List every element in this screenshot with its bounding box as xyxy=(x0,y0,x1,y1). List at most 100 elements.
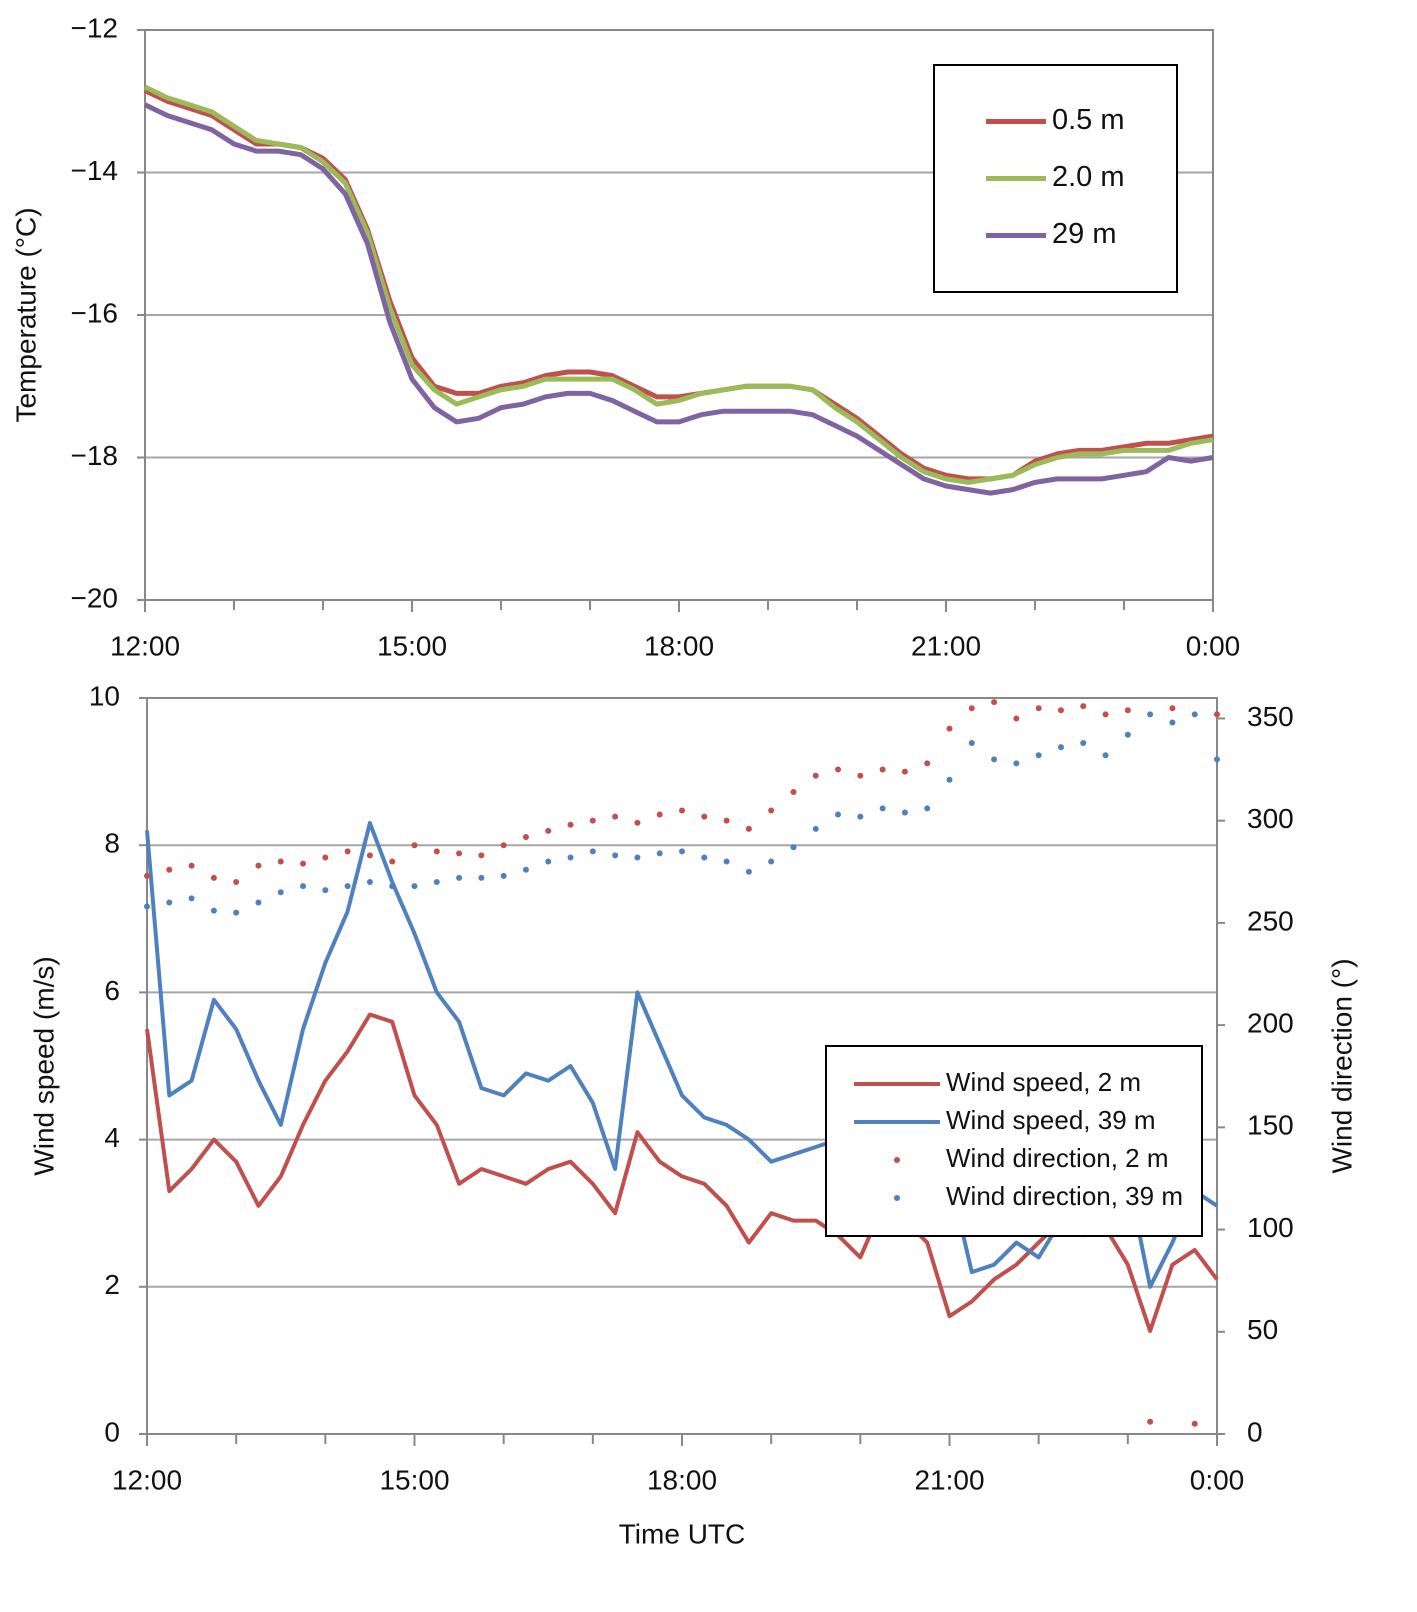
y2-tick-label: 350 xyxy=(1247,701,1294,732)
data-point xyxy=(946,725,953,732)
data-point xyxy=(1124,707,1131,714)
data-point xyxy=(879,766,886,773)
y-axis-label: Temperature (°C) xyxy=(10,207,41,422)
data-line xyxy=(143,102,1214,496)
data-point xyxy=(768,858,775,865)
data-line xyxy=(145,821,1219,1289)
x-tick-label: 18:00 xyxy=(644,630,714,661)
data-point xyxy=(500,842,507,849)
y-tick-label: −14 xyxy=(71,155,119,186)
data-point xyxy=(1013,715,1020,722)
data-point xyxy=(679,848,685,855)
x-axis-label: Time UTC xyxy=(619,1518,746,1549)
y2-axis-label: Wind direction (°) xyxy=(1326,958,1357,1173)
data-point xyxy=(968,739,975,746)
data-point xyxy=(1191,711,1198,718)
data-point xyxy=(522,866,529,873)
legend-label: 2.0 m xyxy=(1052,161,1125,193)
data-point xyxy=(991,756,998,763)
y-tick-label: −16 xyxy=(71,297,119,328)
data-point xyxy=(344,883,351,890)
legend-label: Wind direction, 2 m xyxy=(946,1143,1169,1173)
data-point xyxy=(210,874,217,881)
data-point xyxy=(500,872,507,879)
data-point xyxy=(745,868,752,875)
data-point xyxy=(589,848,596,855)
data-point xyxy=(1169,719,1176,726)
y2-tick-label: 250 xyxy=(1247,905,1294,936)
data-point xyxy=(835,811,842,818)
data-point xyxy=(389,858,396,865)
data-point xyxy=(812,825,819,832)
x-tick-label: 12:00 xyxy=(112,1464,182,1495)
x-tick-label: 21:00 xyxy=(911,630,981,661)
data-point xyxy=(612,813,619,820)
data-point xyxy=(901,809,908,816)
data-point xyxy=(991,699,998,706)
data-point xyxy=(545,827,552,834)
y-tick-label: 2 xyxy=(104,1269,120,1300)
legend-label: 0.5 m xyxy=(1052,104,1125,136)
data-point xyxy=(545,858,552,865)
data-point xyxy=(901,768,908,775)
data-point xyxy=(144,872,150,879)
data-point xyxy=(255,899,262,906)
x-tick-label: 0:00 xyxy=(1186,630,1241,661)
data-point xyxy=(701,854,708,861)
y-tick-label: 0 xyxy=(104,1416,120,1447)
data-point xyxy=(835,766,842,773)
legend-box xyxy=(825,1045,1203,1237)
data-point xyxy=(1013,760,1020,767)
data-point xyxy=(924,760,931,767)
data-point xyxy=(924,805,931,812)
x-tick-label: 15:00 xyxy=(377,630,447,661)
x-tick-label: 12:00 xyxy=(110,630,180,661)
data-point xyxy=(1080,703,1087,710)
data-point xyxy=(300,883,307,890)
y2-tick-label: 150 xyxy=(1247,1110,1294,1141)
data-point xyxy=(812,772,819,779)
data-line xyxy=(143,84,1214,485)
data-line xyxy=(143,88,1214,482)
data-point xyxy=(144,903,150,910)
data-point xyxy=(366,879,373,885)
data-point xyxy=(589,817,596,824)
data-point xyxy=(1147,711,1154,718)
data-point xyxy=(1169,705,1176,712)
data-point xyxy=(188,895,195,902)
data-point xyxy=(612,852,619,859)
data-point xyxy=(1147,1418,1154,1425)
data-point xyxy=(322,887,329,894)
y-tick-label: −12 xyxy=(71,12,119,43)
data-point xyxy=(433,848,440,855)
data-point xyxy=(634,854,641,861)
data-point xyxy=(1057,707,1064,714)
data-point xyxy=(188,862,195,869)
data-point xyxy=(522,834,529,841)
legend-marker xyxy=(894,1195,900,1201)
y2-tick-label: 100 xyxy=(1247,1212,1294,1243)
data-point xyxy=(277,858,284,865)
legend-label: Wind speed, 39 m xyxy=(946,1105,1156,1135)
x-tick-label: 21:00 xyxy=(914,1464,984,1495)
y-tick-label: 10 xyxy=(89,680,120,711)
data-point xyxy=(723,817,730,824)
data-point xyxy=(790,844,797,851)
data-point xyxy=(233,909,240,916)
y-tick-label: 6 xyxy=(104,975,120,1006)
data-point xyxy=(656,811,663,818)
data-point xyxy=(478,874,485,881)
y2-tick-label: 300 xyxy=(1247,803,1294,834)
y-tick-label: 8 xyxy=(104,828,120,859)
data-point xyxy=(857,772,864,779)
y2-tick-label: 50 xyxy=(1247,1314,1278,1345)
data-point xyxy=(433,879,440,885)
data-point xyxy=(1214,711,1220,718)
data-point xyxy=(300,860,307,867)
y2-tick-label: 200 xyxy=(1247,1008,1294,1039)
data-point xyxy=(1057,744,1064,751)
x-tick-label: 15:00 xyxy=(379,1464,449,1495)
data-point xyxy=(411,842,418,849)
data-point xyxy=(478,852,485,859)
